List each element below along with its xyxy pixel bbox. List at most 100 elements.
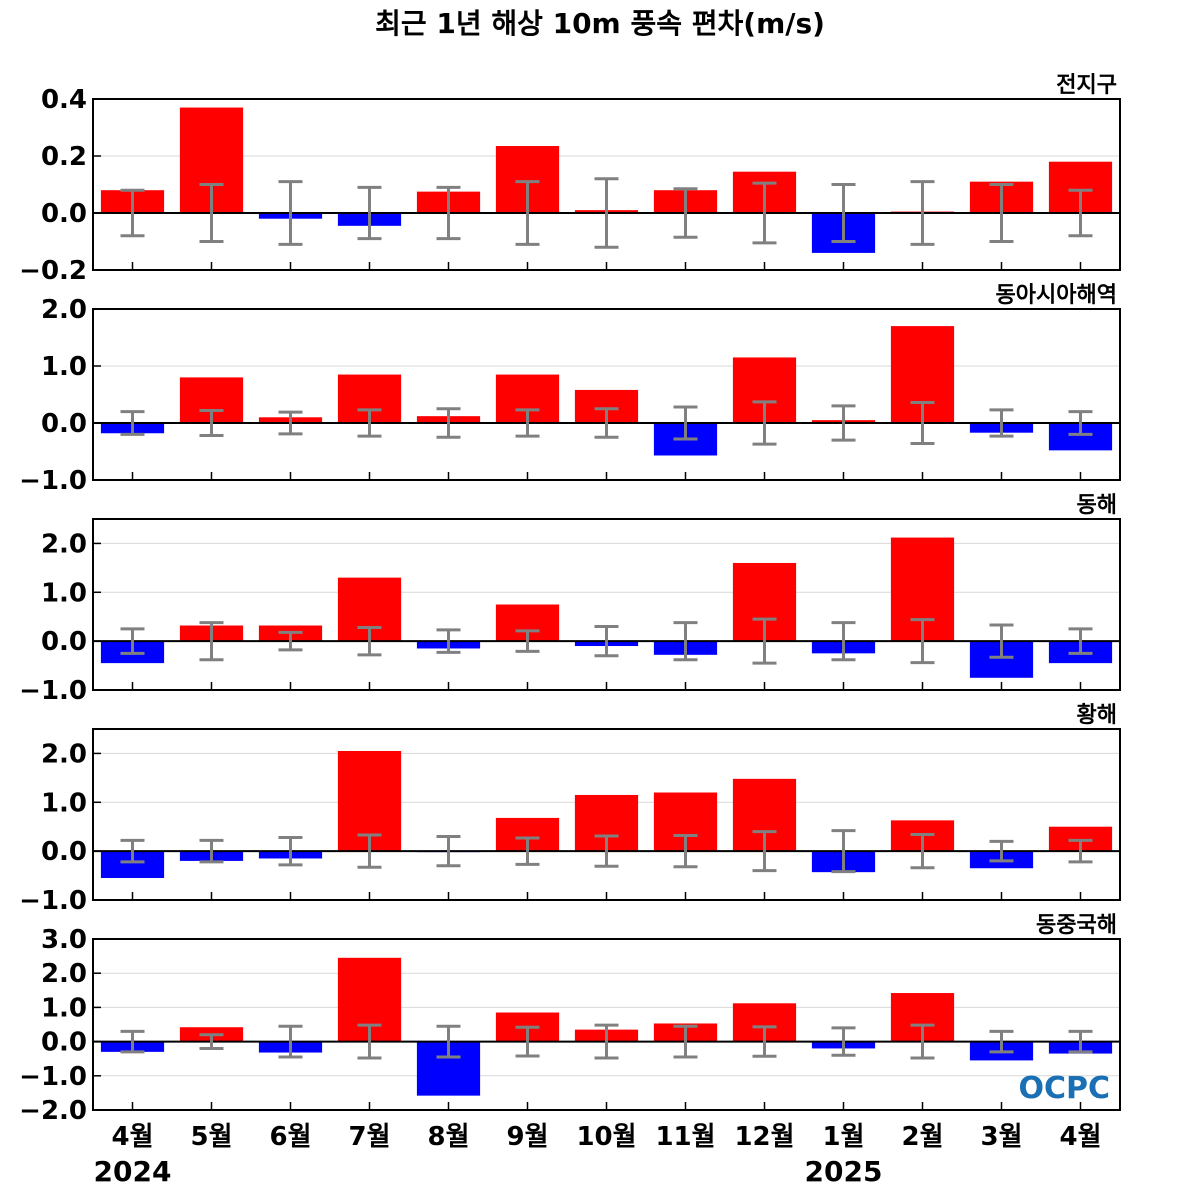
x-tick-label: 2월 xyxy=(901,1122,943,1152)
x-tick-label: 7월 xyxy=(348,1122,390,1152)
error-bar xyxy=(436,185,461,241)
error-bar xyxy=(752,1025,777,1058)
x-tick-label: 6월 xyxy=(269,1122,311,1152)
error-bar xyxy=(910,833,935,870)
error-bar xyxy=(436,407,461,439)
y-tick-label: 3.0 xyxy=(41,925,87,955)
x-tick-label: 10월 xyxy=(576,1122,636,1152)
panel-5: −2.0 −1.0 0.0 1.0 2.0 3.0 동중국해 xyxy=(19,913,1121,1126)
x-tick-label: 5월 xyxy=(190,1122,232,1152)
x-tick-label: 4월 xyxy=(111,1122,153,1152)
error-bar xyxy=(1068,188,1093,238)
error-bar xyxy=(752,830,777,873)
error-bar xyxy=(515,836,540,866)
error-bar xyxy=(1068,410,1093,436)
error-bar xyxy=(357,625,382,657)
panel-frame xyxy=(92,518,1121,691)
error-bar xyxy=(278,410,303,436)
panel-title: 동아시아해역 xyxy=(996,283,1117,308)
x-tick-label: 1월 xyxy=(822,1122,864,1152)
error-bar xyxy=(515,180,540,246)
error-bar xyxy=(989,1029,1014,1054)
error-bar xyxy=(752,400,777,446)
error-bar xyxy=(278,835,303,867)
ocpc-logo: OCPC xyxy=(1018,1071,1110,1106)
error-bar xyxy=(831,183,856,243)
error-bar xyxy=(673,1024,698,1059)
error-bar xyxy=(278,1024,303,1059)
error-bar xyxy=(436,834,461,868)
error-bar xyxy=(910,1023,935,1060)
y-tick-label: 0.0 xyxy=(41,409,87,439)
year-label: 2024 xyxy=(94,1155,172,1188)
x-tick-label: 8월 xyxy=(427,1122,469,1152)
error-bar xyxy=(594,407,619,439)
error-bar xyxy=(831,621,856,662)
error-bar xyxy=(436,628,461,654)
y-tick-label: 1.0 xyxy=(41,788,87,818)
y-tick-label: 0.0 xyxy=(41,1028,87,1058)
error-bar xyxy=(831,404,856,442)
error-bar xyxy=(910,400,935,446)
y-tick-label: 1.0 xyxy=(41,352,87,382)
y-tick-label: −1.0 xyxy=(19,466,87,496)
panel-title: 황해 xyxy=(1077,703,1117,728)
error-bar xyxy=(752,617,777,665)
panel-title: 동해 xyxy=(1077,493,1117,518)
error-bar xyxy=(594,177,619,249)
error-bar xyxy=(515,1025,540,1058)
chart-title: 최근 1년 해상 10m 풍속 편차(m/s) xyxy=(375,7,825,40)
error-bar xyxy=(989,623,1014,659)
error-bar xyxy=(594,1023,619,1060)
error-bar xyxy=(594,624,619,658)
error-bar xyxy=(120,410,145,436)
y-tick-label: 1.0 xyxy=(41,993,87,1023)
error-bar xyxy=(673,834,698,869)
error-bar xyxy=(199,1033,224,1050)
y-tick-label: 0.2 xyxy=(41,142,87,172)
panel-title: 전지구 xyxy=(1056,73,1117,98)
y-tick-label: −0.2 xyxy=(19,256,87,286)
x-tick-label: 4월 xyxy=(1059,1122,1101,1152)
y-tick-label: 2.0 xyxy=(41,959,87,989)
panel-4: −1.0 0.0 1.0 2.0 황해 xyxy=(19,703,1121,916)
error-bar xyxy=(989,183,1014,243)
error-bar xyxy=(120,838,145,864)
error-bar xyxy=(752,181,777,245)
error-bar xyxy=(120,1029,145,1054)
error-bar xyxy=(831,1026,856,1057)
error-bar xyxy=(515,629,540,653)
error-bar xyxy=(831,829,856,874)
y-tick-label: −1.0 xyxy=(19,1062,87,1092)
error-bar xyxy=(357,833,382,869)
x-tick-label: 12월 xyxy=(734,1122,794,1152)
y-tick-label: 0.4 xyxy=(41,85,87,115)
error-bar xyxy=(357,1023,382,1060)
x-tick-label: 11월 xyxy=(655,1122,715,1152)
y-tick-label: 2.0 xyxy=(41,739,87,769)
error-bar xyxy=(594,834,619,868)
error-bar xyxy=(1068,1029,1093,1054)
year-label: 2025 xyxy=(805,1155,883,1188)
y-tick-label: 1.0 xyxy=(41,578,87,608)
logo-text: OCPC xyxy=(1018,1071,1110,1106)
error-bar xyxy=(515,408,540,438)
panel-3: −1.0 0.0 1.0 2.0 동해 xyxy=(19,493,1121,706)
panel-title: 동중국해 xyxy=(1036,913,1117,938)
x-tick-label: 3월 xyxy=(980,1122,1022,1152)
panel-1: −0.2 0.0 0.2 0.4 전지구 xyxy=(19,73,1121,286)
y-tick-label: 0.0 xyxy=(41,627,87,657)
error-bar xyxy=(199,838,224,864)
panel-2: −1.0 0.0 1.0 2.0 동아시아해역 xyxy=(19,283,1121,496)
error-bar xyxy=(673,621,698,662)
error-bar xyxy=(1068,627,1093,655)
error-bar xyxy=(120,627,145,655)
y-tick-label: 0.0 xyxy=(41,837,87,867)
x-tick-label: 9월 xyxy=(506,1122,548,1152)
panels-layer: −0.2 0.0 0.2 0.4 전지구 −1.0 0.0 1.0 2.0 동아시아해역 −1.0 0… xyxy=(19,73,1121,1126)
error-bar xyxy=(278,180,303,246)
error-bar xyxy=(357,185,382,241)
error-bar xyxy=(910,618,935,665)
